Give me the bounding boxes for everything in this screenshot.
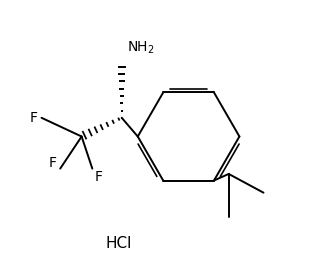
- Text: F: F: [95, 170, 103, 184]
- Text: NH$_2$: NH$_2$: [127, 40, 155, 56]
- Text: F: F: [29, 111, 38, 125]
- Text: F: F: [48, 156, 56, 170]
- Text: HCl: HCl: [106, 236, 132, 251]
